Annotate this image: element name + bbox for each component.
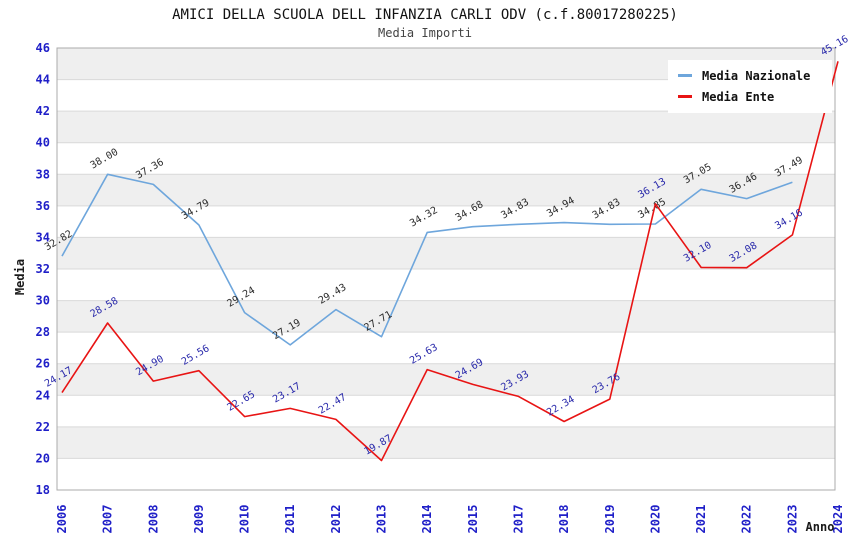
plot-band	[57, 332, 835, 364]
x-tick-label: 2006	[55, 505, 69, 534]
y-tick-label: 34	[36, 230, 50, 244]
x-tick-label: 2007	[101, 505, 115, 534]
series-line-1	[61, 61, 839, 462]
x-tick-label: 2019	[603, 505, 617, 534]
y-tick-label: 24	[36, 388, 50, 402]
legend-swatch-ente-icon	[678, 95, 692, 98]
legend-swatch-nazionale-icon	[678, 74, 692, 77]
legend-item-nazionale: Media Nazionale	[678, 65, 810, 86]
x-tick-label: 2009	[192, 505, 206, 534]
y-tick-label: 38	[36, 167, 50, 181]
y-tick-label: 28	[36, 325, 50, 339]
chart-title: AMICI DELLA SCUOLA DELL INFANZIA CARLI O…	[172, 7, 678, 23]
plot-band	[57, 363, 835, 396]
y-tick-label: 18	[36, 483, 50, 497]
y-tick-label: 22	[36, 420, 50, 434]
y-tick-label: 20	[36, 451, 50, 465]
y-tick-label: 26	[36, 357, 50, 371]
series-line-0	[61, 173, 793, 346]
x-tick-label: 2015	[466, 505, 480, 534]
plot-band	[57, 142, 835, 175]
x-tick-label: 2021	[694, 505, 708, 534]
plot-band	[57, 300, 835, 333]
plot-band	[57, 426, 835, 459]
legend-item-ente: Media Ente	[678, 86, 810, 107]
x-tick-label: 2018	[557, 505, 571, 534]
x-tick-label: 2012	[329, 505, 343, 534]
y-tick-label: 32	[36, 262, 50, 276]
plot-band	[57, 237, 835, 269]
plot-band	[57, 395, 835, 427]
x-tick-label: 2014	[420, 505, 434, 534]
x-tick-label: 2011	[283, 505, 297, 534]
y-tick-label: 46	[36, 41, 50, 55]
x-tick-label: 2017	[511, 505, 525, 534]
plot-band	[57, 205, 835, 238]
y-tick-label: 44	[36, 73, 50, 87]
x-tick-label: 2023	[785, 505, 799, 534]
legend-label-ente: Media Ente	[702, 89, 775, 104]
x-tick-label: 2024	[831, 505, 845, 534]
y-tick-label: 40	[36, 136, 50, 150]
plot-band	[57, 458, 835, 490]
legend-label-nazionale: Media Nazionale	[702, 68, 811, 83]
x-tick-label: 2010	[238, 505, 252, 534]
x-tick-label: 2020	[648, 505, 662, 534]
x-tick-label: 2008	[146, 505, 160, 534]
plot-band	[57, 269, 835, 301]
y-tick-label: 42	[36, 104, 50, 118]
x-axis-title: Anno	[806, 520, 835, 534]
plot-band	[57, 111, 835, 143]
legend: Media Nazionale Media Ente	[668, 60, 833, 113]
plot-border	[56, 47, 836, 491]
chart-subtitle: Media Importi	[378, 26, 472, 40]
y-tick-label: 36	[36, 199, 50, 213]
x-tick-label: 2022	[740, 505, 754, 534]
y-axis-title: Media	[13, 259, 27, 295]
plot-band	[57, 174, 835, 206]
y-tick-label: 30	[36, 294, 50, 308]
x-tick-label: 2013	[375, 505, 389, 534]
